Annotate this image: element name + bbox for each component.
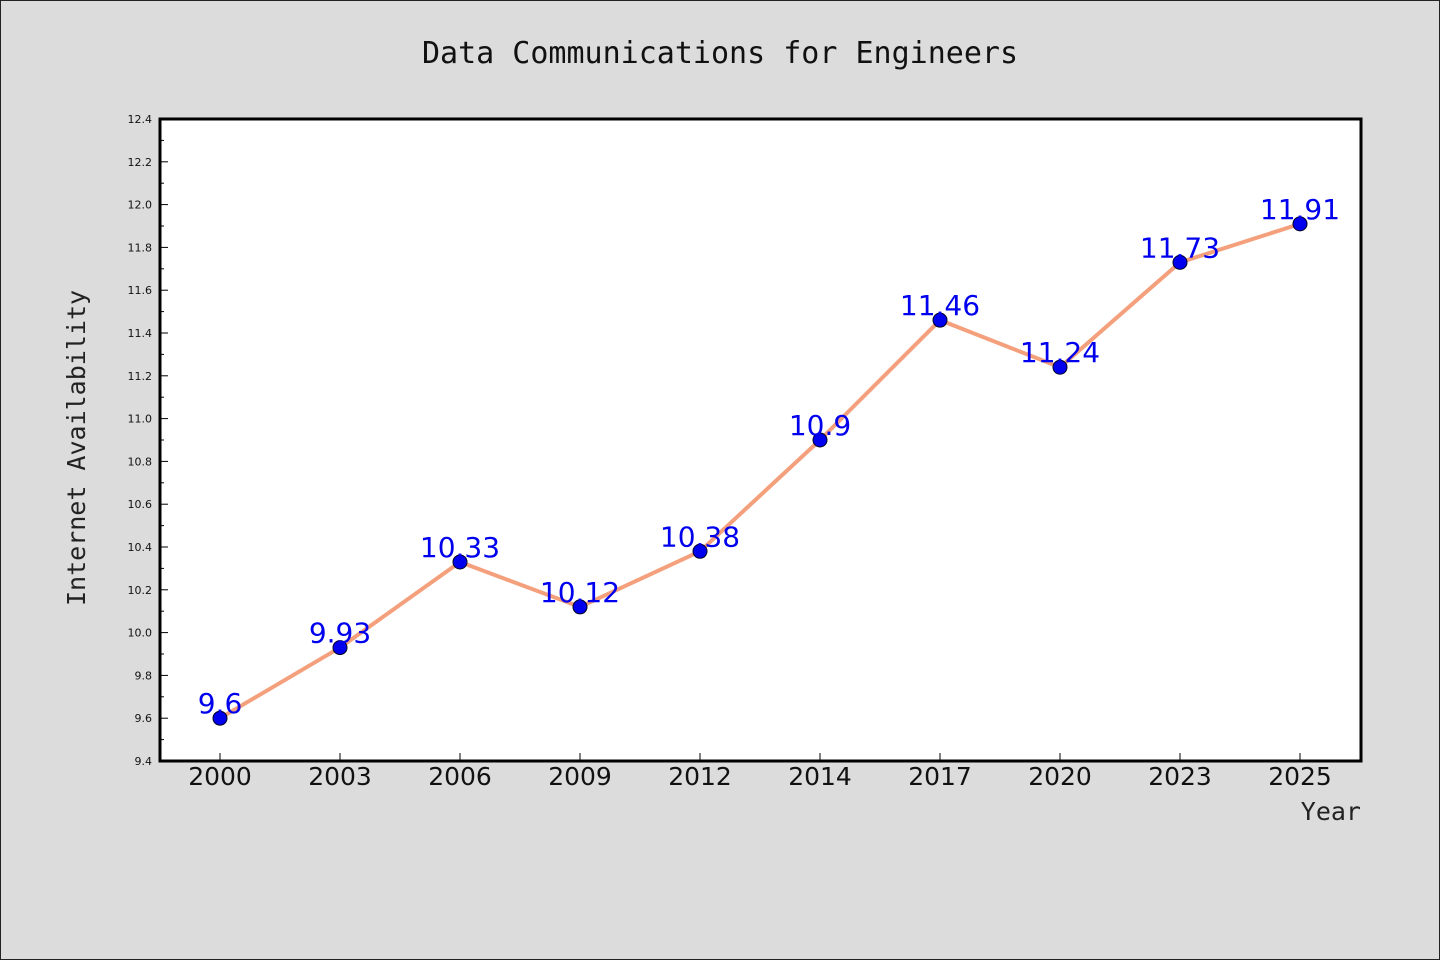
data-label: 9.6 (198, 687, 243, 720)
data-point (332, 640, 348, 656)
y-tick-label: 11.6 (128, 284, 153, 297)
y-tick-label: 12.0 (128, 199, 153, 212)
data-point (1292, 216, 1308, 232)
data-label: 11.91 (1260, 193, 1340, 226)
data-markers (212, 216, 1308, 726)
plot-border (158, 117, 1363, 763)
x-axis-title: Year (1301, 797, 1361, 826)
data-point (812, 432, 828, 448)
data-label: 10.33 (420, 531, 500, 564)
data-point (452, 554, 468, 570)
data-label: 10.38 (660, 520, 740, 553)
y-tick-label: 12.2 (128, 156, 153, 169)
y-tick-label: 10.8 (128, 455, 153, 468)
x-axis-ticks: 2000 2003 2006 2009 2012 2014 2017 2020 2023 2025 (188, 753, 1332, 791)
data-label: 11.73 (1140, 231, 1220, 264)
data-labels: 9.6 9.93 10.33 10.12 10.38 10.9 11.46 11.24 11.7… (198, 193, 1340, 720)
y-tick-label: 11.4 (128, 327, 153, 340)
x-tick-label: 2020 (1028, 762, 1092, 791)
data-label: 11.46 (900, 289, 980, 322)
x-tick-label: 2009 (548, 762, 612, 791)
data-point (572, 599, 588, 615)
data-label: 11.24 (1020, 336, 1100, 369)
data-label: 9.93 (309, 617, 371, 650)
x-tick-label: 2003 (308, 762, 372, 791)
data-point (692, 543, 708, 559)
y-tick-label: 11.2 (128, 370, 153, 383)
data-point (1172, 254, 1188, 270)
y-tick-label: 10.4 (128, 541, 153, 554)
series-line (218, 221, 1302, 721)
y-axis-title: Internet Availability (62, 290, 91, 606)
y-tick-label: 9.6 (135, 712, 153, 725)
chart-title: Data Communications for Engineers (422, 36, 1018, 71)
x-tick-label: 2014 (788, 762, 852, 791)
y-tick-label: 10.0 (128, 627, 153, 640)
x-tick-label: 2023 (1148, 762, 1212, 791)
plot-area (160, 119, 1361, 761)
y-tick-label: 11.0 (128, 413, 153, 426)
x-tick-label: 2006 (428, 762, 492, 791)
x-tick-label: 2017 (908, 762, 972, 791)
y-tick-label: 11.8 (128, 241, 153, 254)
y-tick-label: 10.6 (128, 498, 153, 511)
data-point (1052, 359, 1068, 375)
x-tick-label: 2012 (668, 762, 732, 791)
data-point (932, 312, 948, 328)
data-label: 10.12 (540, 576, 620, 609)
y-tick-label: 9.4 (135, 755, 153, 768)
y-tick-label: 9.8 (135, 669, 153, 682)
x-tick-label: 2000 (188, 762, 252, 791)
data-point (212, 710, 228, 726)
x-tick-label: 2025 (1268, 762, 1332, 791)
y-tick-label: 12.4 (128, 113, 153, 126)
data-label: 10.9 (789, 409, 851, 442)
y-tick-label: 10.2 (128, 584, 153, 597)
